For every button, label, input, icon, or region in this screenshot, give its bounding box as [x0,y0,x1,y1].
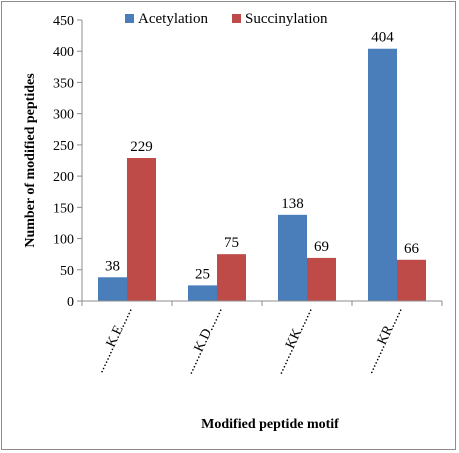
data-label-acetylation-3: 404 [371,30,394,46]
y-tick-label: 250 [53,139,74,154]
bar-succinylation-1 [217,254,246,301]
data-label-acetylation-1: 25 [195,266,210,282]
data-labels: 38 229 25 75 138 69 404 66 [105,30,420,283]
legend-label-succinylation: Succinylation [245,11,328,27]
y-tick-label: 50 [60,264,74,279]
bars [98,48,426,302]
legend-swatch-acetylation [125,14,134,23]
x-axis-title: Modified peptide motif [201,417,339,432]
bar-succinylation-0 [127,158,156,301]
legend-label-acetylation: Acetylation [138,11,208,27]
y-tick-label: 0 [67,295,74,310]
x-tick-label: ........KK....... [271,304,315,376]
bar-acetylation-1 [188,285,217,301]
x-tick-label: .......K.D....... [181,304,225,376]
y-axis-title: Number of modified peptides [23,73,38,248]
data-label-acetylation-2: 138 [281,196,304,212]
y-axis-ticks: 0 50 100 150 200 250 300 350 400 450 [53,14,82,310]
data-label-succinylation-3: 66 [404,241,420,257]
y-tick-label: 400 [53,45,74,60]
y-tick-label: 200 [53,170,74,185]
legend-swatch-succinylation [232,14,241,23]
x-axis-ticks: ........K.E...... .......K.D.............… [81,301,443,377]
legend: Acetylation Succinylation [125,11,328,27]
bar-succinylation-3 [397,259,426,301]
data-label-acetylation-0: 38 [105,258,120,274]
y-tick-label: 450 [53,14,74,29]
x-tick-label: ........K.E...... [92,304,136,375]
x-tick-label: .........KR...... [362,304,406,376]
bar-acetylation-3 [368,48,397,302]
y-tick-label: 100 [53,233,74,248]
bar-succinylation-2 [307,257,336,301]
data-label-succinylation-1: 75 [224,235,239,251]
data-label-succinylation-0: 229 [130,139,153,155]
y-tick-label: 300 [53,108,74,123]
y-tick-label: 350 [53,76,74,91]
y-tick-label: 150 [53,201,74,216]
bar-acetylation-2 [278,214,307,301]
data-label-succinylation-2: 69 [314,239,329,255]
bar-acetylation-0 [98,277,127,301]
